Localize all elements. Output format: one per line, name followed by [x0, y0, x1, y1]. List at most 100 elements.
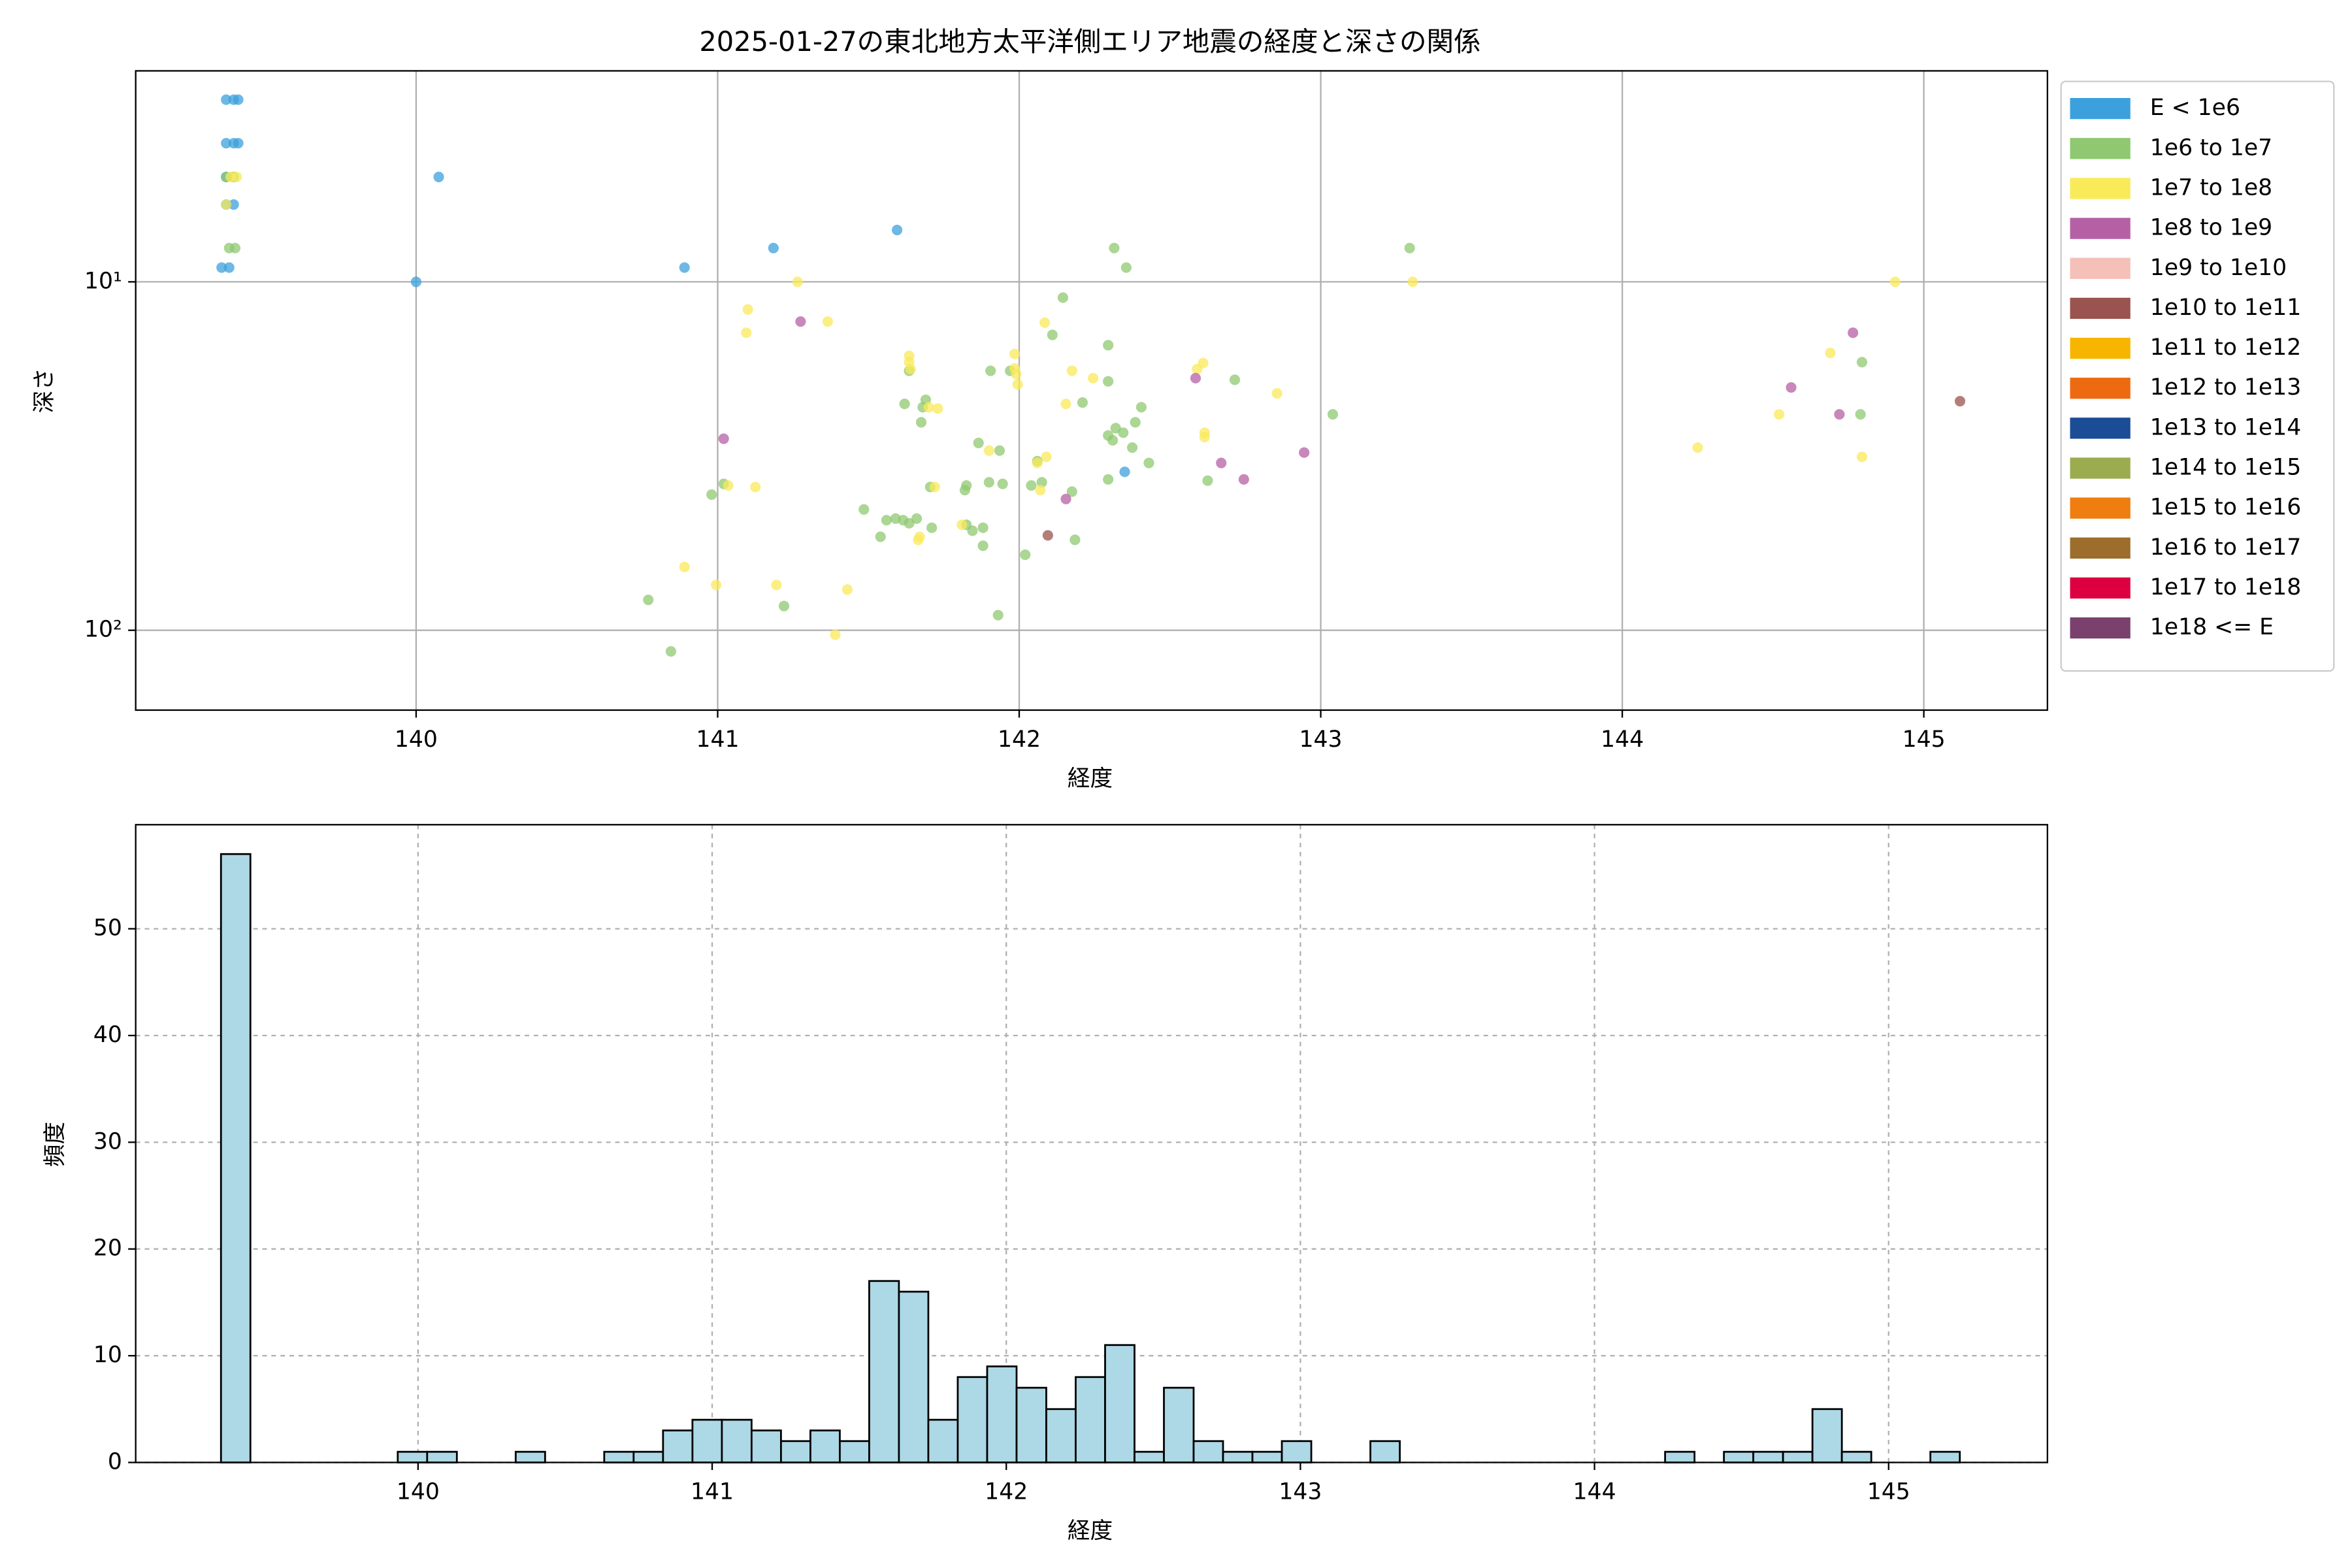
data-point	[1041, 451, 1052, 463]
histogram-bar	[1222, 1450, 1254, 1463]
histogram-bar	[1075, 1376, 1106, 1463]
data-point	[228, 199, 239, 210]
data-point	[1327, 409, 1339, 420]
data-point	[706, 489, 717, 500]
data-point	[1109, 242, 1120, 253]
data-point	[875, 531, 886, 542]
histogram-bar	[514, 1450, 546, 1463]
data-point	[221, 138, 232, 149]
data-point	[1954, 395, 1966, 407]
data-point	[221, 199, 232, 210]
legend-label: 1e8 to 1e9	[2150, 215, 2272, 241]
histogram-bar	[1723, 1450, 1755, 1463]
data-point	[433, 171, 444, 182]
data-point	[1238, 474, 1249, 485]
x-tick-label: 144	[1573, 1479, 1616, 1505]
legend-swatch	[2070, 577, 2131, 599]
legend-label: 1e11 to 1e12	[2150, 335, 2301, 361]
data-point	[904, 517, 915, 529]
legend-label: E < 1e6	[2150, 95, 2240, 121]
data-point	[1107, 434, 1119, 446]
y-tick-label: 50	[93, 915, 122, 941]
histogram-bar	[397, 1450, 429, 1463]
x-tick-label: 142	[985, 1479, 1028, 1505]
data-point	[231, 171, 242, 182]
data-point	[926, 522, 938, 533]
x-tick-label: 141	[691, 1479, 734, 1505]
legend-label: 1e15 to 1e16	[2150, 495, 2301, 521]
x-tick-label: 140	[397, 1479, 440, 1505]
histogram-bar	[1281, 1440, 1313, 1463]
data-point	[1047, 329, 1058, 340]
y-tick-label: 10	[93, 1342, 122, 1368]
data-point	[1130, 417, 1141, 428]
data-point	[1143, 457, 1154, 468]
data-point	[1119, 466, 1130, 478]
data-point	[1192, 363, 1203, 375]
data-point	[1848, 327, 1859, 338]
histogram-bar	[1134, 1450, 1165, 1463]
y-axis-label: 頻度	[42, 1122, 68, 1167]
plot-frame	[135, 70, 2048, 711]
data-point	[1135, 402, 1147, 413]
data-point	[750, 482, 761, 493]
data-point	[1774, 409, 1785, 420]
data-point	[985, 365, 996, 376]
data-point	[977, 522, 988, 533]
histogram-bar	[1811, 1408, 1843, 1463]
legend-swatch	[2070, 218, 2131, 239]
legend-swatch	[2070, 337, 2131, 359]
data-point	[711, 580, 722, 591]
legend-label: 1e6 to 1e7	[2150, 135, 2272, 161]
histogram-bar	[220, 853, 252, 1463]
y-tick-label: 0	[108, 1448, 122, 1475]
histogram-bar	[986, 1365, 1018, 1463]
chart-title: 2025-01-27の東北地方太平洋側エリア地震の経度と深さの関係	[699, 25, 1480, 57]
data-point	[961, 480, 972, 491]
data-point	[983, 445, 994, 456]
data-point	[881, 515, 892, 526]
data-point	[1692, 442, 1703, 453]
data-point	[1077, 397, 1088, 408]
legend-swatch	[2070, 378, 2131, 399]
data-point	[771, 580, 782, 591]
histogram-bar	[809, 1429, 841, 1463]
legend-swatch	[2070, 497, 2131, 519]
histogram-bar	[927, 1418, 959, 1463]
legend-label: 1e12 to 1e13	[2150, 374, 2301, 400]
data-point	[1190, 372, 1201, 384]
histogram-bar	[898, 1290, 930, 1463]
legend-swatch	[2070, 457, 2131, 479]
data-point	[229, 242, 241, 253]
data-point	[1042, 530, 1053, 541]
histogram-bar	[1104, 1344, 1135, 1463]
data-point	[1103, 474, 1114, 485]
data-point	[223, 262, 235, 273]
data-point	[233, 138, 244, 149]
data-point	[892, 225, 903, 236]
data-point	[795, 316, 806, 327]
legend-swatch	[2070, 178, 2131, 199]
histogram-bar	[839, 1440, 870, 1463]
data-point	[679, 561, 690, 572]
data-point	[994, 445, 1005, 456]
histogram-bar	[1782, 1450, 1814, 1463]
legend-swatch	[2070, 417, 2131, 439]
histogram-bar	[1192, 1440, 1224, 1463]
y-tick-label: 30	[93, 1128, 122, 1154]
histogram-bar	[1929, 1450, 1961, 1463]
data-point	[1103, 376, 1114, 387]
data-point	[915, 417, 927, 428]
histogram-bar	[1840, 1450, 1872, 1463]
data-point	[929, 482, 940, 493]
histogram-bar	[691, 1418, 723, 1463]
histogram-bar	[1251, 1450, 1283, 1463]
data-point	[233, 94, 244, 105]
histogram-bar	[603, 1450, 635, 1463]
legend-swatch	[2070, 98, 2131, 120]
data-point	[742, 304, 753, 315]
data-point	[1020, 549, 1031, 561]
data-point	[997, 478, 1008, 489]
